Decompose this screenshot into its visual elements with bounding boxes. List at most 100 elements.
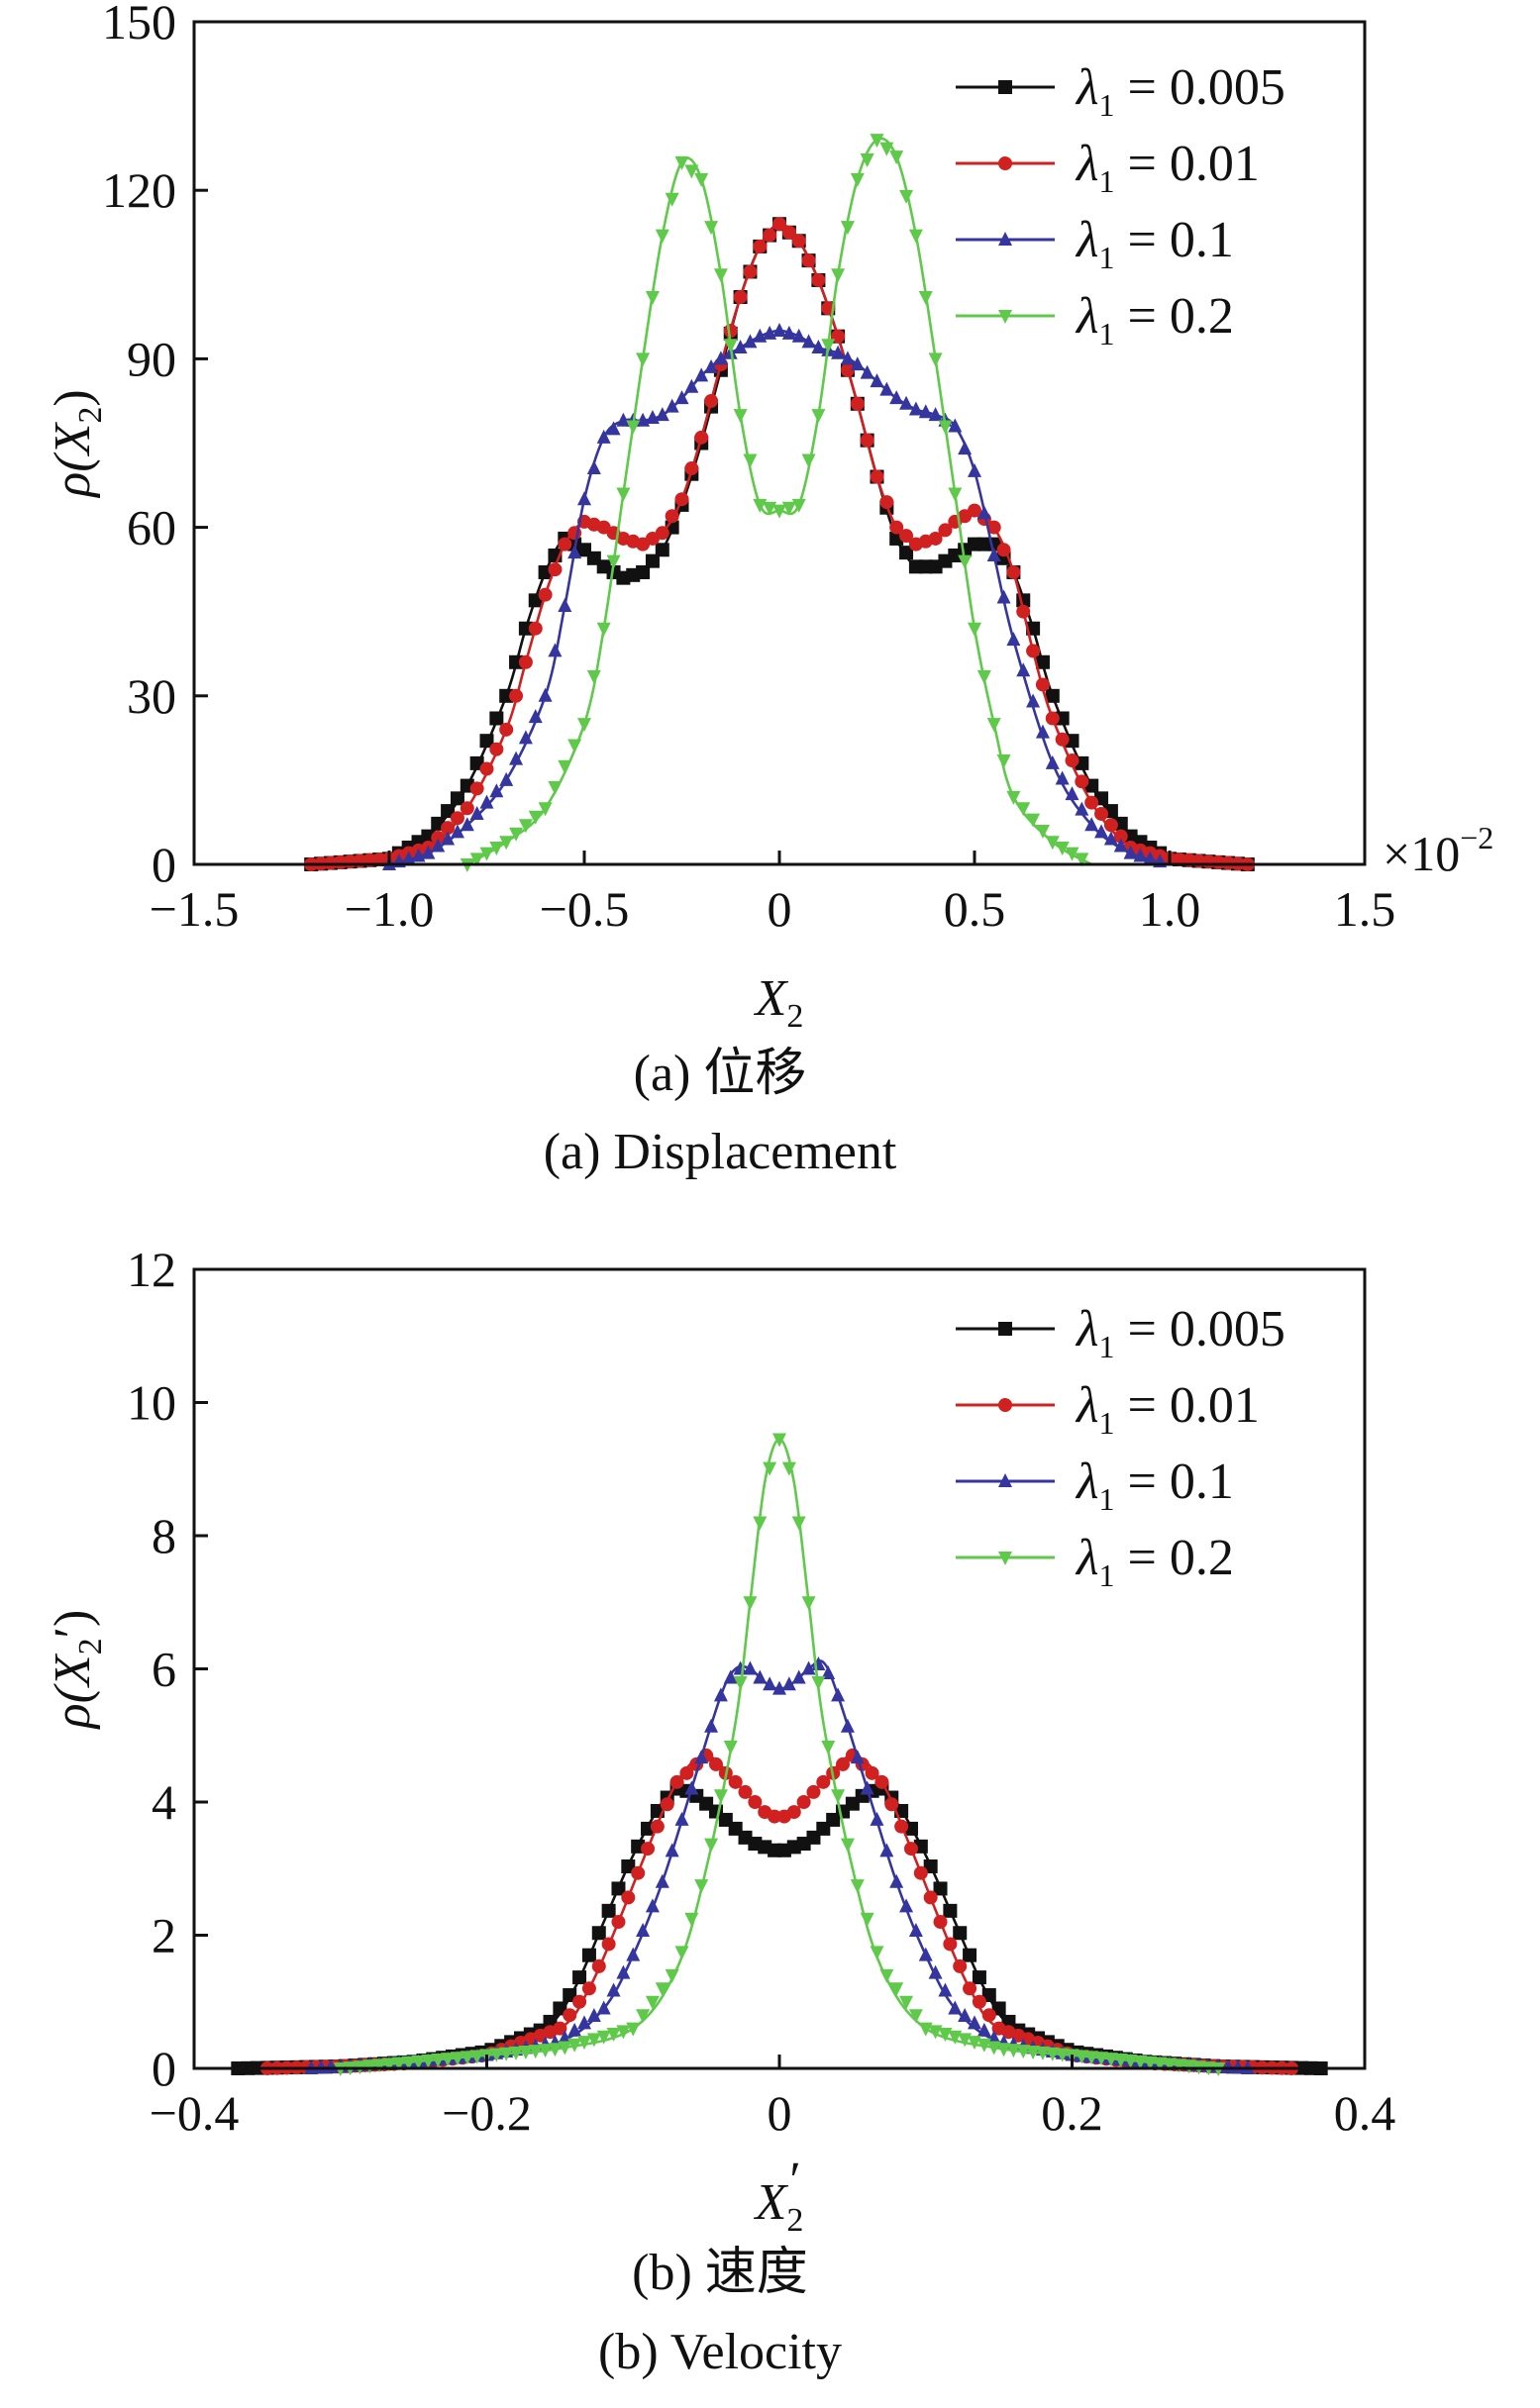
x-tick-label: 0.4 (1334, 2085, 1396, 2141)
data-point (1181, 2059, 1196, 2074)
data-point (986, 2030, 1001, 2045)
data-point (870, 1811, 884, 1826)
data-point (596, 2030, 611, 2045)
data-point (460, 817, 474, 832)
y-tick-label: 0 (152, 837, 176, 892)
legend-label: λ1 = 0.2 (1075, 288, 1234, 351)
chart-velocity: −0.4 −0.2 0 0.2 0.4 0 2 4 6 8 10 12 X2′ ρ(X2′) λ1 = 0.… (45, 1242, 1395, 2380)
data-point (743, 1660, 758, 1675)
legend-swatch-marker (998, 1473, 1012, 1487)
series-0 (231, 1781, 1328, 2075)
data-point (611, 1915, 626, 1930)
data-point (586, 2033, 601, 2048)
data-point (538, 687, 553, 702)
data-point (889, 150, 904, 165)
data-point (684, 164, 699, 179)
data-point (528, 2045, 543, 2059)
data-point (963, 1981, 977, 1996)
data-point (538, 802, 553, 817)
caption-en: (a) Displacement (544, 1124, 897, 1180)
data-point (558, 2030, 572, 2045)
data-point (972, 1970, 986, 1985)
data-point (1103, 831, 1118, 846)
data-point (674, 492, 689, 507)
data-point (981, 1988, 996, 2003)
data-point (577, 718, 591, 733)
data-point (811, 340, 826, 354)
data-point (1143, 2056, 1158, 2070)
y-tick-label: 4 (152, 1774, 176, 1830)
data-point (768, 1809, 782, 1824)
data-point (460, 2051, 474, 2065)
data-point (538, 2044, 553, 2058)
data-point (928, 531, 943, 546)
data-point (538, 587, 553, 602)
data-point (606, 1982, 621, 1997)
data-point (889, 520, 904, 535)
legend-label: λ1 = 0.01 (1075, 1377, 1260, 1441)
data-point (636, 564, 651, 579)
data-point (636, 2009, 651, 2024)
data-point (831, 268, 846, 283)
data-point (572, 1994, 587, 2009)
data-point (489, 711, 504, 726)
data-point (1075, 801, 1089, 816)
data-point (509, 751, 524, 765)
y-axis-label: ρ(X2) (45, 389, 109, 498)
data-point (976, 2022, 991, 2037)
data-point (953, 1926, 968, 1941)
data-point (963, 1948, 977, 1962)
data-point (1016, 2045, 1031, 2059)
data-point (840, 351, 855, 365)
legend-entry-0: λ1 = 0.005 (956, 1301, 1285, 1364)
data-point (723, 1740, 738, 1755)
data-point (1133, 848, 1148, 862)
data-point (801, 1660, 816, 1675)
data-point (958, 2007, 973, 2022)
data-point (1113, 829, 1128, 844)
data-point (968, 622, 981, 637)
data-point (479, 734, 494, 749)
data-point (743, 334, 758, 349)
data-point (908, 229, 923, 244)
data-point (563, 1988, 577, 2003)
data-point (1045, 754, 1060, 769)
data-point (499, 688, 514, 703)
data-point (665, 192, 679, 207)
data-point (509, 688, 524, 703)
y-tick-label: 8 (152, 1508, 176, 1563)
data-point (748, 1795, 763, 1809)
data-point (567, 739, 582, 753)
data-point (1055, 711, 1070, 726)
data-point (1016, 662, 1031, 677)
data-point (938, 523, 953, 538)
data-point (816, 1774, 831, 1789)
data-point (948, 418, 963, 433)
data-point (811, 1675, 826, 1690)
data-point (923, 1890, 938, 1905)
data-point (733, 409, 748, 424)
data-point (831, 1789, 846, 1804)
data-point (626, 1947, 641, 1961)
data-point (674, 390, 689, 405)
data-point (1006, 790, 1021, 805)
data-point (528, 810, 543, 825)
y-tick-label: 150 (102, 0, 176, 50)
data-point (518, 2045, 533, 2059)
data-point (870, 469, 884, 484)
data-point (479, 847, 494, 861)
data-point (372, 2058, 387, 2073)
data-point (489, 2048, 504, 2062)
data-point (879, 1968, 894, 1983)
data-point (450, 2052, 464, 2066)
data-point (563, 2008, 577, 2023)
data-point (684, 1780, 699, 1795)
y-tick-label: 90 (127, 331, 176, 386)
data-point (884, 1797, 899, 1812)
data-point (441, 831, 456, 846)
data-point (986, 718, 1001, 733)
data-point (1045, 711, 1060, 726)
data-point (781, 225, 796, 240)
data-point (938, 420, 953, 435)
data-point (499, 722, 514, 737)
